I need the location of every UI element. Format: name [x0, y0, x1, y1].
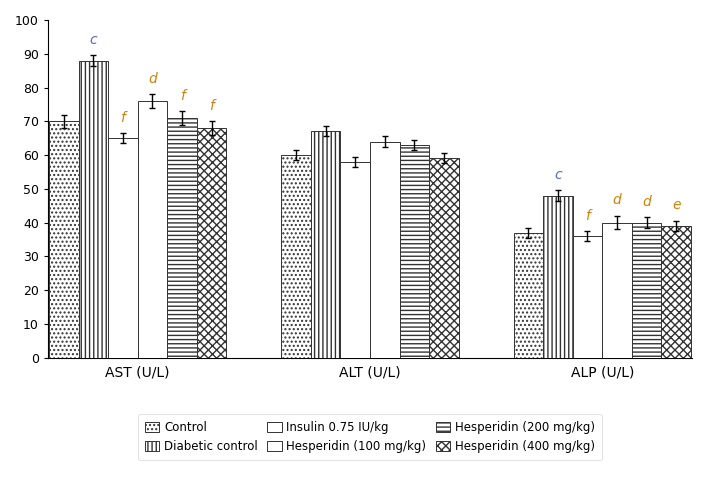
Legend: Control, Diabetic control, Insulin 0.75 IU/kg, Hesperidin (100 mg/kg), Hesperidi: Control, Diabetic control, Insulin 0.75 … — [138, 414, 602, 460]
Bar — [168, 118, 197, 358]
Text: c: c — [554, 168, 562, 182]
Bar — [602, 223, 632, 358]
Bar — [138, 101, 168, 358]
Bar — [399, 145, 429, 358]
Bar — [49, 121, 78, 358]
Text: c: c — [90, 33, 97, 47]
Text: f: f — [209, 99, 214, 113]
Text: d: d — [613, 193, 621, 207]
Bar — [429, 158, 459, 358]
Bar — [108, 138, 138, 358]
Bar — [513, 233, 543, 358]
Text: f: f — [180, 89, 185, 103]
Text: e: e — [672, 198, 680, 213]
Bar — [197, 128, 226, 358]
Text: f: f — [120, 111, 125, 125]
Text: d: d — [642, 195, 651, 209]
Text: f: f — [585, 208, 590, 223]
Bar — [370, 142, 399, 358]
Bar — [281, 155, 311, 358]
Bar — [573, 236, 602, 358]
Bar — [340, 162, 370, 358]
Text: d: d — [148, 72, 157, 86]
Bar — [311, 132, 340, 358]
Bar — [543, 195, 573, 358]
Bar — [661, 226, 691, 358]
Bar — [78, 60, 108, 358]
Bar — [632, 223, 661, 358]
